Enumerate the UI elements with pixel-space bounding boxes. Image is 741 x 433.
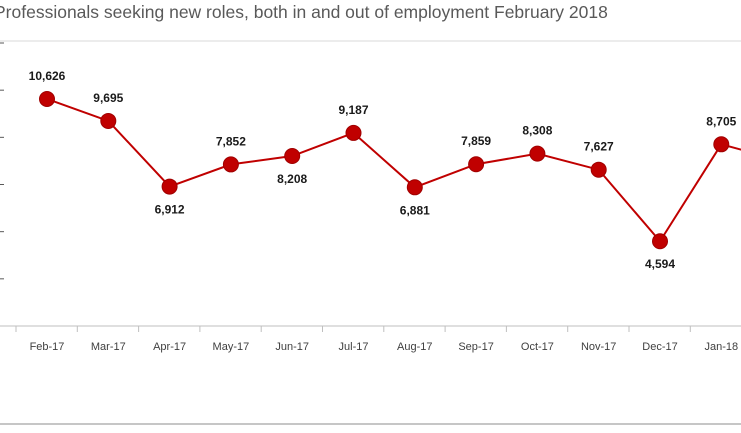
data-point [468, 156, 485, 173]
data-label: 10,626 [29, 69, 66, 83]
data-point [590, 161, 607, 178]
data-point [161, 178, 178, 195]
data-label: 6,881 [400, 203, 430, 217]
data-point [529, 145, 546, 162]
x-tick-label: Sep-17 [458, 341, 493, 353]
x-tick-label: Aug-17 [397, 341, 432, 353]
x-tick-label: Feb-17 [30, 341, 65, 353]
x-tick-label: Apr-17 [153, 341, 186, 353]
x-tick-label: Jun-17 [275, 341, 309, 353]
data-point [345, 124, 362, 141]
data-point [222, 156, 239, 173]
x-tick-label: Mar-17 [91, 341, 126, 353]
x-tick-label: Jan-18 [704, 341, 738, 353]
data-label: 7,852 [216, 134, 246, 148]
x-tick-label: May-17 [213, 341, 250, 353]
data-point [713, 136, 730, 153]
data-point [284, 148, 301, 165]
series-line [46, 98, 741, 243]
data-label: 9,695 [93, 91, 123, 105]
data-point [39, 90, 55, 107]
data-label: 7,627 [584, 140, 614, 154]
data-label: 7,859 [461, 134, 491, 148]
chart-title: Professionals seeking new roles, both in… [0, 2, 608, 22]
data-label: 8,308 [522, 124, 552, 138]
data-point [406, 179, 423, 196]
data-label: 9,187 [338, 103, 368, 117]
x-tick-label: Oct-17 [521, 341, 554, 353]
x-tick-label: Nov-17 [581, 341, 616, 353]
data-label: 8,208 [277, 172, 307, 186]
data-label: 4,594 [645, 257, 675, 271]
data-point [652, 233, 668, 250]
data-label: 8,705 [706, 114, 736, 128]
x-tick-label: Jul-17 [339, 341, 369, 353]
data-label: 6,912 [155, 203, 185, 217]
data-point [100, 112, 117, 129]
x-tick-label: Dec-17 [642, 341, 677, 353]
